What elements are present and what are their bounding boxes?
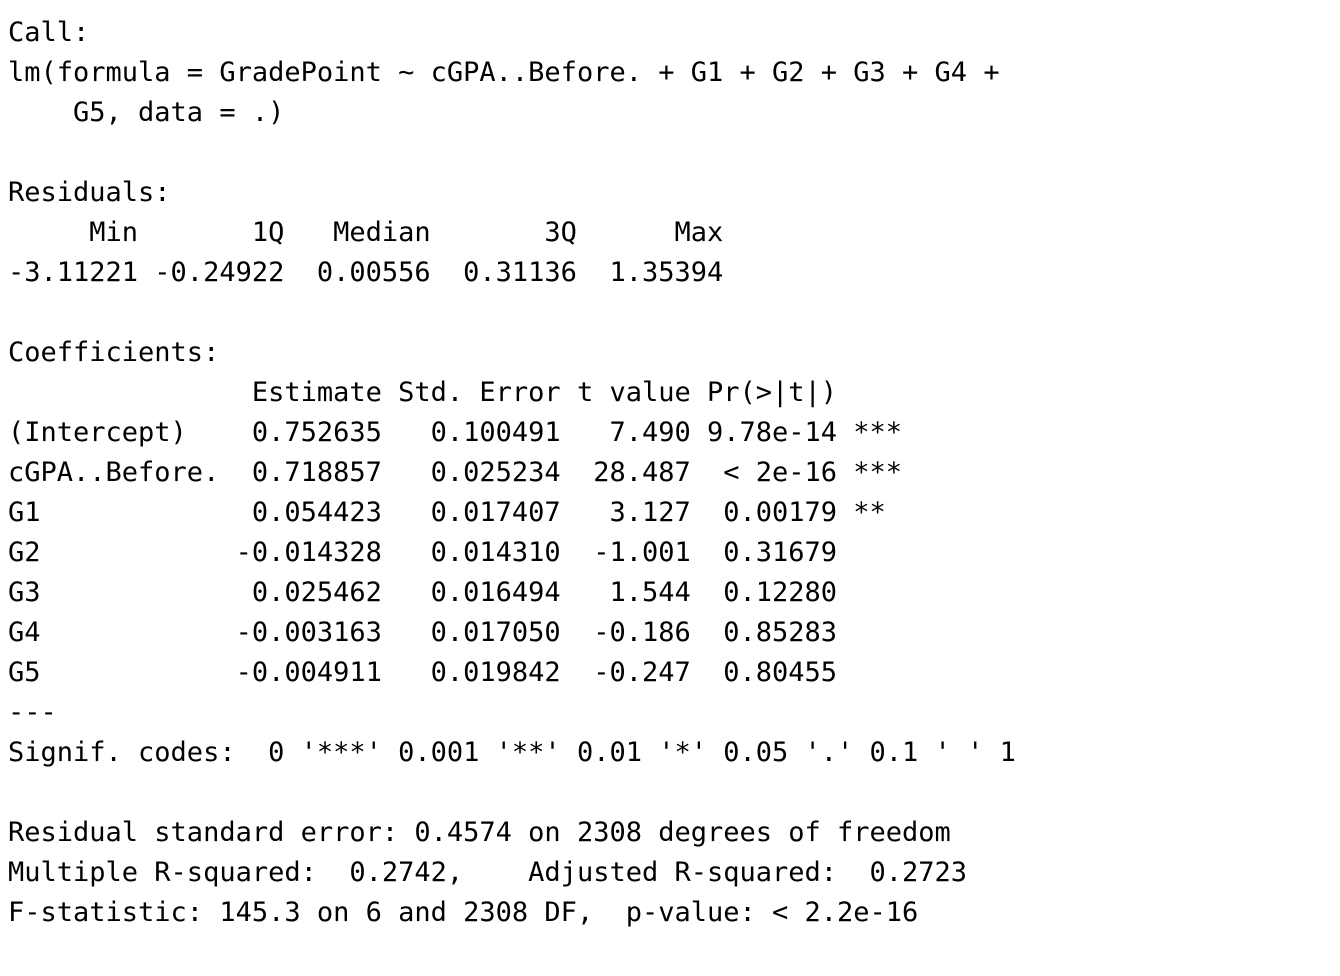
r-console-output: Call: lm(formula = GradePoint ~ cGPA..Be… [8,13,1016,933]
coefficient-row-g5: G5 -0.004911 0.019842 -0.247 0.80455 [8,657,903,688]
signif-codes: Signif. codes: 0 '***' 0.001 '**' 0.01 '… [8,737,1016,768]
residuals-header: Residuals: [8,177,171,208]
coefficient-row-g4: G4 -0.003163 0.017050 -0.186 0.85283 [8,617,903,648]
blank-line [8,773,1016,813]
signif-separator: --- [8,697,57,728]
blank-line [8,133,1016,173]
coefficient-row-cgpa-before: cGPA..Before. 0.718857 0.025234 28.487 <… [8,457,903,488]
residual-standard-error: Residual standard error: 0.4574 on 2308 … [8,817,951,848]
call-formula-line-1: lm(formula = GradePoint ~ cGPA..Before. … [8,57,1000,88]
coefficients-column-header: Estimate Std. Error t value Pr(>|t|) [8,377,903,408]
r-squared-line: Multiple R-squared: 0.2742, Adjusted R-s… [8,857,984,888]
residuals-values: -3.11221 -0.24922 0.00556 0.31136 1.3539… [8,257,740,288]
call-header: Call: [8,17,90,48]
call-formula-line-2: G5, data = .) [8,97,285,128]
coefficient-row-intercept: (Intercept) 0.752635 0.100491 7.490 9.78… [8,417,903,448]
coefficient-row-g2: G2 -0.014328 0.014310 -1.001 0.31679 [8,537,903,568]
coefficients-header: Coefficients: [8,337,220,368]
blank-line [8,293,1016,333]
f-statistic-line: F-statistic: 145.3 on 6 and 2308 DF, p-v… [8,897,919,928]
coefficient-row-g3: G3 0.025462 0.016494 1.544 0.12280 [8,577,903,608]
residuals-labels: Min 1Q Median 3Q Max [8,217,740,248]
coefficient-row-g1: G1 0.054423 0.017407 3.127 0.00179 ** [8,497,903,528]
